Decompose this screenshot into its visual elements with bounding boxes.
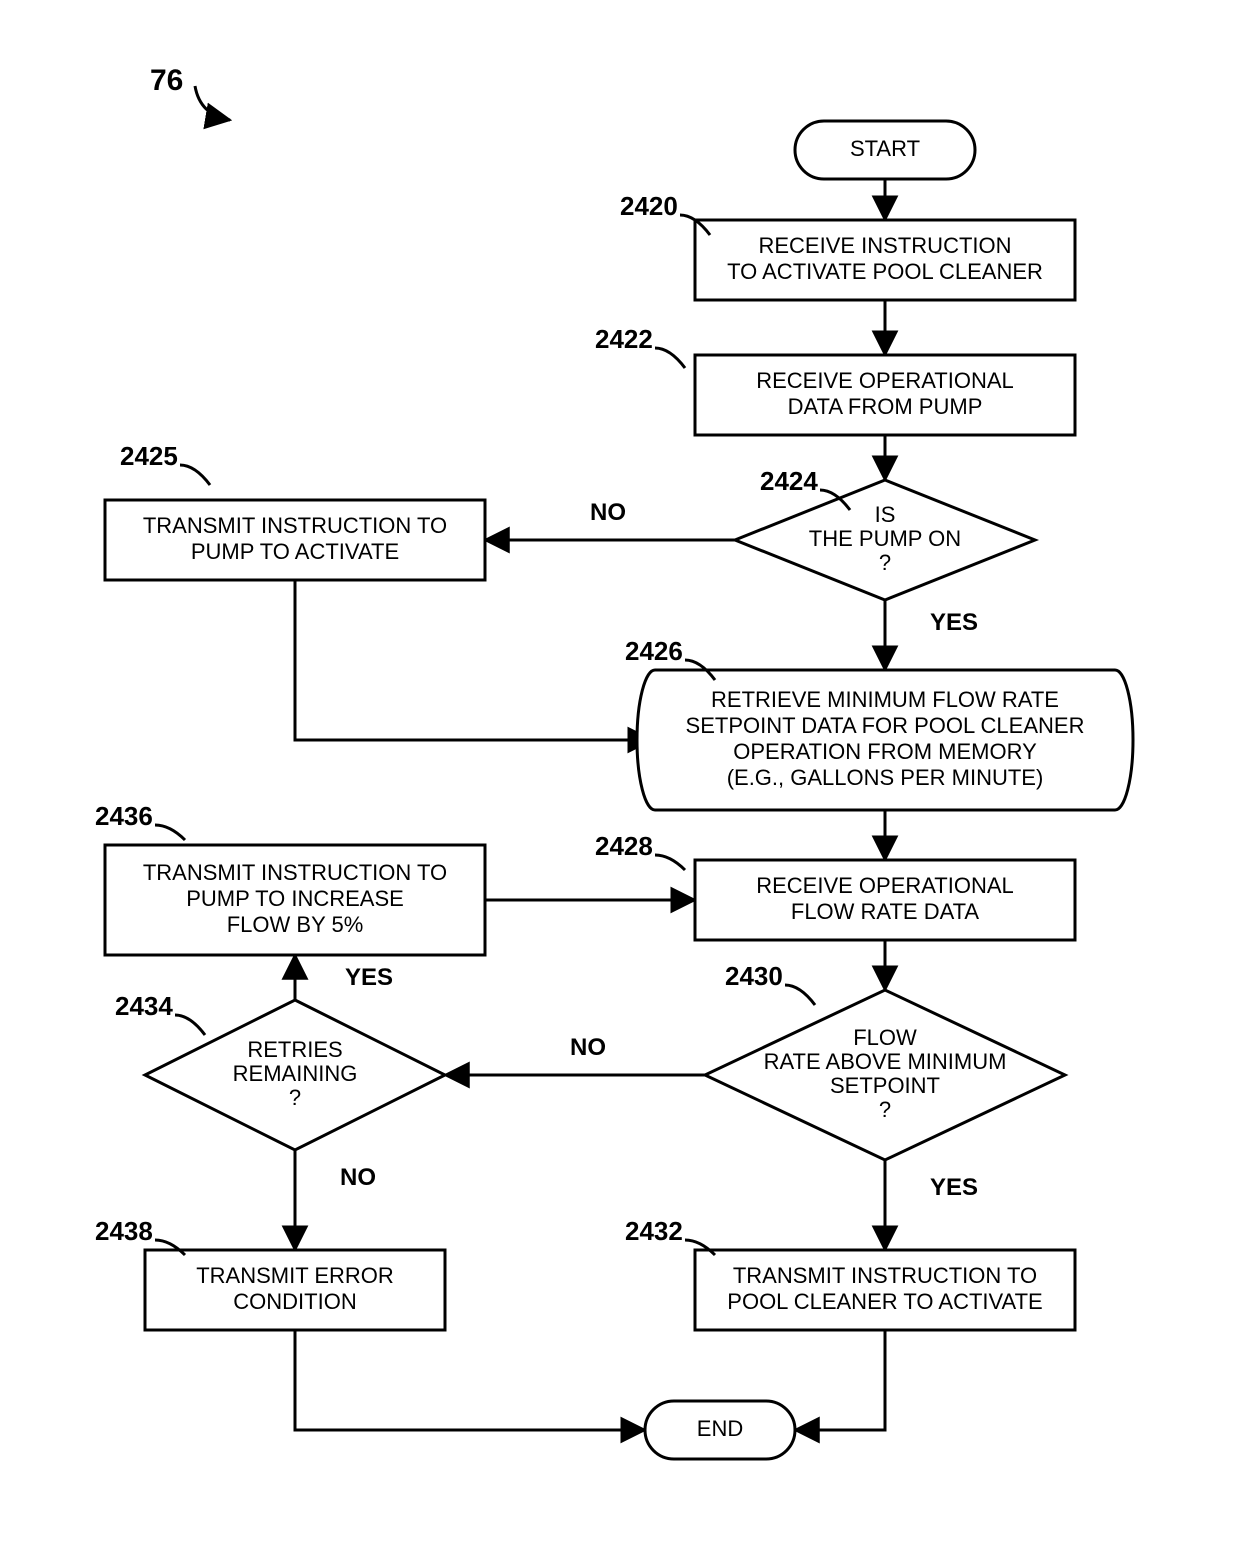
edge-label: NO (340, 1164, 376, 1191)
node-text: ? (879, 1097, 891, 1122)
ref-2422: 2422 (595, 324, 653, 354)
node-text: ? (879, 550, 891, 575)
node-text: START (850, 136, 920, 161)
node-text: SETPOINT (830, 1073, 940, 1098)
node-text: POOL CLEANER TO ACTIVATE (727, 1289, 1042, 1314)
edge-label: NO (590, 499, 626, 526)
node-text: FLOW RATE DATA (791, 899, 980, 924)
node-text: SETPOINT DATA FOR POOL CLEANER (686, 713, 1085, 738)
ref-2420: 2420 (620, 191, 678, 221)
node-text: TO ACTIVATE POOL CLEANER (727, 259, 1043, 284)
node-text: REMAINING (233, 1061, 358, 1086)
node-text: TRANSMIT ERROR (196, 1263, 394, 1288)
node-text: TRANSMIT INSTRUCTION TO (733, 1263, 1037, 1288)
flowchart-canvas: NO YES YES NO YES NO START RECEIVE INSTRUCTION… (0, 0, 1240, 1555)
edge-n2438-end (295, 1330, 645, 1430)
node-text: TRANSMIT INSTRUCTION TO (143, 860, 447, 885)
node-text: ? (289, 1085, 301, 1110)
ref-leader (655, 855, 685, 870)
node-text: PUMP TO INCREASE (186, 886, 404, 911)
figure-ref-arrow (195, 86, 230, 120)
ref-2425: 2425 (120, 441, 178, 471)
ref-2436: 2436 (95, 801, 153, 831)
edge-n2432-end (795, 1330, 885, 1430)
ref-leader (155, 825, 185, 840)
node-text: CONDITION (233, 1289, 356, 1314)
ref-2438: 2438 (95, 1216, 153, 1246)
node-text: RECEIVE OPERATIONAL (756, 368, 1014, 393)
node-text: RATE ABOVE MINIMUM (764, 1049, 1007, 1074)
ref-leader (175, 1015, 205, 1035)
node-text: RETRIEVE MINIMUM FLOW RATE (711, 687, 1059, 712)
ref-2428: 2428 (595, 831, 653, 861)
edge-label: YES (345, 964, 393, 991)
node-text: DATA FROM PUMP (788, 394, 983, 419)
node-text: PUMP TO ACTIVATE (191, 539, 399, 564)
figure-ref: 76 (150, 64, 183, 97)
node-text: RECEIVE OPERATIONAL (756, 873, 1014, 898)
edge-label: YES (930, 609, 978, 636)
ref-2430: 2430 (725, 961, 783, 991)
node-text: FLOW BY 5% (227, 912, 364, 937)
node-text: FLOW (853, 1025, 917, 1050)
edge-label: YES (930, 1174, 978, 1201)
node-text: RETRIES (247, 1037, 342, 1062)
ref-2426: 2426 (625, 636, 683, 666)
ref-2432: 2432 (625, 1216, 683, 1246)
edge-label: NO (570, 1034, 606, 1061)
node-text: END (697, 1416, 743, 1441)
node-text: OPERATION FROM MEMORY (733, 739, 1037, 764)
node-text: IS (875, 502, 896, 527)
node-text: (E.G., GALLONS PER MINUTE) (727, 765, 1044, 790)
ref-2424: 2424 (760, 466, 818, 496)
node-text: THE PUMP ON (809, 526, 961, 551)
edge-n2425-n2426 (295, 580, 652, 740)
node-text: RECEIVE INSTRUCTION (758, 233, 1011, 258)
ref-leader (785, 985, 815, 1005)
node-text: TRANSMIT INSTRUCTION TO (143, 513, 447, 538)
ref-2434: 2434 (115, 991, 173, 1021)
ref-leader (655, 348, 685, 368)
ref-leader (180, 465, 210, 485)
